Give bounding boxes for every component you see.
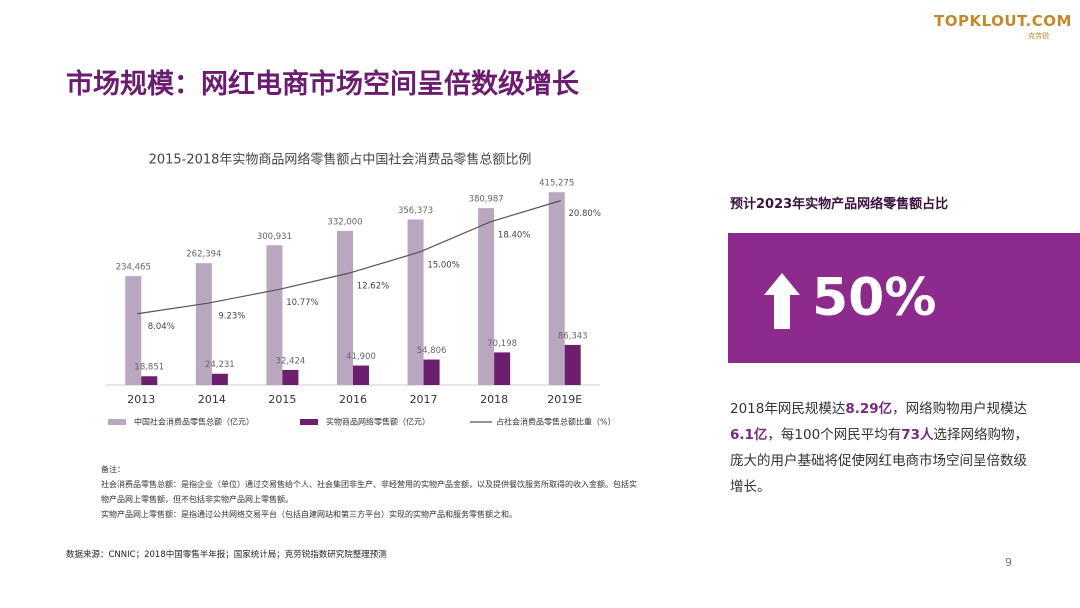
legend-label: 占社会消费品零售总额比重（%） (496, 417, 616, 427)
highlight-box (728, 233, 1080, 363)
legend-label: 实物商品网络零售额（亿元） (326, 417, 430, 427)
value-label: 20.80% (569, 209, 601, 219)
line (137, 200, 561, 315)
bar (423, 359, 440, 385)
value-label: 32,424 (276, 356, 306, 366)
value-label: 10.77% (286, 298, 318, 308)
summary-highlight: 8.29亿 (845, 401, 893, 417)
value-label: 12.62% (357, 282, 389, 292)
up-arrow (764, 273, 800, 329)
note: 备注： (101, 465, 125, 474)
bar (564, 344, 581, 385)
value-label: 415,275 (539, 179, 574, 189)
bar (494, 352, 511, 385)
x-tick-label: 2014 (198, 393, 226, 406)
value-label: 15.00% (427, 261, 459, 271)
value-label: 70,198 (487, 339, 517, 349)
logo: TOPKLOUT.COM (934, 12, 1072, 30)
value-label: 18,851 (134, 363, 164, 373)
x-tick-label: 2018 (480, 393, 508, 406)
bar (282, 369, 299, 385)
note: 实物产品网上零售额：是指通过公共网络交易平台（包括自建网站和第三方平台）实现的实… (101, 510, 517, 519)
value-label: 18.40% (498, 230, 530, 240)
slide-title: 市场规模：网红电商市场空间呈倍数级增长 (66, 69, 579, 100)
value-label: 8.04% (148, 322, 175, 332)
x-tick-label: 2017 (410, 393, 438, 406)
value-label: 262,394 (186, 250, 221, 260)
value-label: 380,987 (469, 195, 504, 205)
x-tick-label: 2015 (268, 393, 296, 406)
x-tick-label: 2016 (339, 393, 367, 406)
highlight-heading: 预计2023年实物产品网络零售额占比 (730, 197, 949, 212)
value-label: 300,931 (257, 232, 292, 242)
legend-swatch (300, 419, 318, 425)
x-tick-label: 2019E (547, 393, 582, 406)
value-label: 9.23% (218, 312, 245, 322)
note: 社会消费品零售总额：是指企业（单位）通过交易售给个人、社会集团非生产、非经营用的… (101, 480, 637, 504)
bar (478, 208, 495, 385)
value-label: 41,900 (346, 352, 376, 362)
bar (195, 263, 212, 385)
summary-text: ，每100个网民平均有 (767, 427, 902, 443)
legend-swatch (108, 419, 126, 425)
summary-highlight: 73人 (901, 427, 934, 443)
legend-label: 中国社会消费品零售总额（亿元） (134, 417, 254, 427)
value-label: 356,373 (398, 206, 433, 216)
bar (548, 192, 565, 385)
summary-highlight: 6.1亿 (730, 427, 768, 443)
summary-text: 选择网络购物，庞大的用户基础将促使网红电商市场空间呈倍数级增长。 (730, 427, 1028, 495)
value-label: 54,806 (417, 346, 447, 356)
value-label: 234,465 (116, 263, 151, 273)
value-label: 86,343 (558, 331, 588, 341)
bar (407, 219, 424, 385)
bar (353, 365, 369, 385)
value-label: 332,000 (327, 217, 362, 227)
bar (266, 245, 283, 385)
summary-text: ，网络购物用户规模达 (892, 401, 1028, 417)
summary-text: 2018年网民规模达 (730, 401, 846, 417)
highlight-value: 50% (812, 268, 937, 328)
summary: 2018年网民规模达8.29亿，网络购物用户规模达 6.1亿，每100个网民平均有… (730, 396, 1030, 500)
arrow-shape (764, 273, 800, 329)
bar (337, 230, 353, 385)
bar (125, 276, 142, 385)
value-label: 24,231 (205, 360, 235, 370)
source: 数据来源：CNNIC；2018中国零售半年报；国家统计局；克劳锐指数研究院整理预… (66, 550, 387, 560)
notes: 备注： 社会消费品零售总额：是指企业（单位）通过交易售给个人、社会集团非生产、非经… (101, 462, 641, 522)
chart-title: 2015-2018年实物商品网络零售额占中国社会消费品零售总额比例 (149, 152, 532, 168)
bar (211, 373, 228, 385)
bar (141, 376, 158, 385)
logo-subtitle: 克劳锐 (1028, 32, 1049, 40)
x-tick-label: 2013 (127, 393, 155, 406)
page-number: 9 (1005, 556, 1012, 569)
